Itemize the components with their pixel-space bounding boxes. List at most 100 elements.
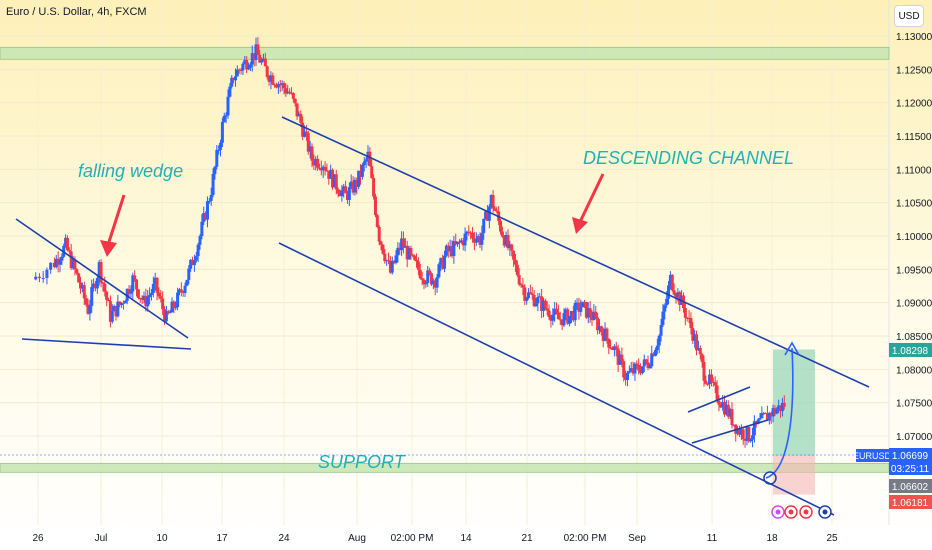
candle-body — [157, 292, 161, 297]
candle-body — [80, 285, 84, 289]
candle-body — [592, 311, 596, 320]
candle-body — [405, 245, 409, 260]
candle-body — [241, 63, 245, 71]
candle-body — [532, 294, 536, 307]
candle-body — [252, 53, 256, 60]
candle-body — [293, 98, 297, 104]
candle-body — [209, 195, 213, 201]
candle-body — [642, 359, 646, 367]
candle-body — [504, 234, 508, 246]
candle-body — [603, 328, 607, 341]
wedge-arrow — [106, 194, 126, 246]
candle-body — [114, 306, 118, 317]
candle-body — [431, 280, 435, 285]
wedge-lower-line — [21, 338, 192, 350]
candle-body — [250, 53, 254, 65]
candle-body — [530, 293, 534, 295]
candle-body — [575, 302, 579, 304]
candle-body — [377, 226, 381, 242]
candle-body — [644, 359, 648, 363]
price-tag-label: 1.06699 — [892, 451, 929, 462]
candle-body — [510, 244, 514, 251]
candle-body — [226, 96, 230, 116]
price-axis[interactable]: 1.13000 1.12500 1.12000 1.11500 1.11000 1.105… — [896, 32, 932, 443]
time-tick: Sep — [628, 533, 646, 544]
candle-body — [37, 276, 41, 279]
candle-body — [650, 353, 654, 367]
candle-body — [631, 368, 635, 374]
grid — [0, 0, 889, 525]
candles — [34, 37, 786, 448]
candle-body — [566, 309, 570, 324]
candle-body — [495, 210, 499, 212]
candle-body — [674, 294, 678, 298]
annotations: falling wedge DESCENDING CHANNEL SUPPORT — [78, 148, 794, 472]
candle-body — [527, 292, 531, 298]
event-icons[interactable] — [771, 505, 832, 519]
candle-body — [418, 269, 422, 279]
annotation-falling-wedge: falling wedge — [78, 161, 183, 181]
candle-body — [751, 435, 755, 440]
candle-body — [56, 258, 60, 265]
candle-body — [612, 346, 616, 350]
candle-body — [456, 241, 460, 245]
candle-body — [502, 236, 506, 246]
candle-body — [536, 297, 540, 304]
candle-body — [480, 233, 484, 245]
time-tick: 02:00 PM — [564, 533, 607, 544]
candle-body — [545, 308, 549, 311]
candle-body — [45, 269, 49, 279]
candle-body — [396, 247, 400, 256]
wedge-arrowhead — [100, 240, 117, 257]
candle-body — [155, 277, 159, 293]
candle-body — [435, 277, 439, 288]
wedge-upper-line — [15, 218, 189, 339]
candle-body — [672, 290, 676, 295]
candle-body — [771, 408, 775, 417]
candle-body — [177, 289, 181, 293]
candle-body — [166, 311, 170, 314]
candle-body — [411, 254, 415, 256]
annotation-support: SUPPORT — [318, 452, 407, 472]
candle-body — [368, 151, 372, 167]
candle-body — [219, 142, 223, 150]
candle-body — [517, 275, 521, 285]
candle-body — [724, 404, 728, 415]
candle-body — [276, 84, 280, 88]
candle-body — [409, 247, 413, 255]
candle-body — [551, 314, 555, 321]
price-tick: 1.10000 — [896, 232, 932, 243]
candle-body — [730, 409, 734, 426]
candle-body — [394, 255, 398, 263]
candle-body — [185, 279, 189, 286]
time-tick: 17 — [216, 533, 228, 544]
candle-body — [129, 291, 133, 294]
time-tick: 24 — [278, 533, 290, 544]
candle-body — [568, 315, 572, 324]
candle-body — [297, 113, 301, 117]
candle-body — [773, 408, 777, 414]
candle-body — [116, 301, 120, 317]
price-tick: 1.11000 — [896, 165, 932, 176]
candle-body — [728, 409, 732, 417]
candle-body — [332, 174, 336, 188]
candle-body — [192, 260, 196, 266]
candle-body — [107, 299, 111, 302]
candle-body — [289, 92, 293, 94]
candle-body — [594, 311, 598, 318]
candle-body — [782, 402, 786, 407]
candle-body — [112, 306, 116, 312]
candle-body — [123, 300, 127, 304]
candle-body — [159, 296, 163, 299]
price-tag-label: 1.06181 — [892, 498, 929, 509]
candle-body — [443, 255, 447, 269]
candle-body — [284, 88, 288, 94]
candle-body — [534, 303, 538, 307]
time-axis[interactable]: 26 Jul 10 17 24 Aug 02:00 PM 14 21 02:00 PM Sep 11 1… — [32, 533, 838, 544]
candle-body — [752, 421, 756, 436]
currency-button[interactable]: USD — [894, 5, 924, 27]
candle-body — [347, 187, 351, 200]
candle-body — [79, 282, 83, 289]
candle-body — [34, 276, 38, 280]
